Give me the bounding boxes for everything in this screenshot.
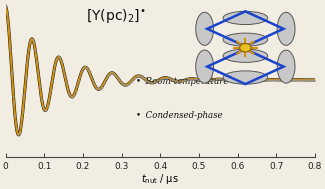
X-axis label: $\mathit{t}_\mathrm{nut}$ / µs: $\mathit{t}_\mathrm{nut}$ / µs: [141, 172, 179, 186]
Text: •  Condensed-phase: • Condensed-phase: [136, 111, 222, 120]
Ellipse shape: [277, 50, 295, 83]
Ellipse shape: [196, 50, 214, 83]
Ellipse shape: [277, 12, 295, 45]
Ellipse shape: [223, 71, 268, 84]
Text: •  Room-temperature: • Room-temperature: [136, 77, 228, 86]
Ellipse shape: [223, 11, 268, 25]
Text: $[\mathrm{Y(pc)_2}]^{\bullet}$: $[\mathrm{Y(pc)_2}]^{\bullet}$: [86, 7, 146, 25]
Ellipse shape: [223, 33, 268, 46]
Ellipse shape: [223, 49, 268, 62]
Ellipse shape: [196, 12, 214, 45]
Circle shape: [240, 43, 251, 52]
